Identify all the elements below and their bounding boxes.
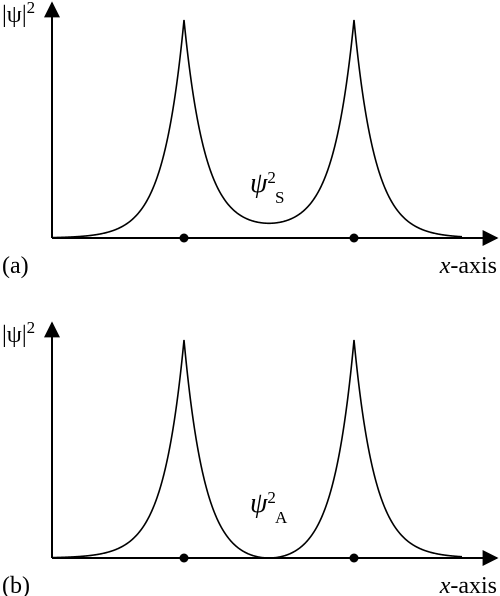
curve-label: ψ2A bbox=[250, 488, 288, 527]
curve-label-sub: S bbox=[275, 188, 284, 207]
curve-label-sup: 2 bbox=[267, 488, 276, 507]
curve-label-sub: A bbox=[275, 508, 288, 527]
y-label-base: |ψ| bbox=[2, 2, 27, 28]
x-label-rest: -axis bbox=[450, 253, 497, 279]
nucleus-dot bbox=[349, 553, 359, 563]
curve-label: ψ2S bbox=[250, 168, 284, 207]
y-label-base: |ψ| bbox=[2, 322, 27, 348]
curve-label-sup: 2 bbox=[267, 168, 276, 187]
y-label-sup: 2 bbox=[27, 318, 36, 337]
y-label: |ψ|2 bbox=[2, 318, 35, 348]
y-label-sup: 2 bbox=[27, 0, 36, 17]
curve bbox=[51, 339, 463, 559]
x-label-var: x bbox=[439, 253, 451, 279]
panel-tag: (a) bbox=[2, 253, 29, 279]
x-label-rest: -axis bbox=[450, 573, 497, 596]
nucleus-dot bbox=[179, 233, 189, 243]
curve-label-symbol: ψ bbox=[250, 488, 268, 519]
x-label: x-axis bbox=[439, 573, 497, 596]
panel-tag: (b) bbox=[2, 573, 30, 596]
curve-label-symbol: ψ bbox=[250, 168, 268, 199]
x-label: x-axis bbox=[439, 253, 497, 279]
nucleus-dot bbox=[349, 233, 359, 243]
nucleus-dot bbox=[179, 553, 189, 563]
x-label-var: x bbox=[439, 573, 451, 596]
y-label: |ψ|2 bbox=[2, 0, 35, 28]
curve bbox=[51, 19, 463, 239]
